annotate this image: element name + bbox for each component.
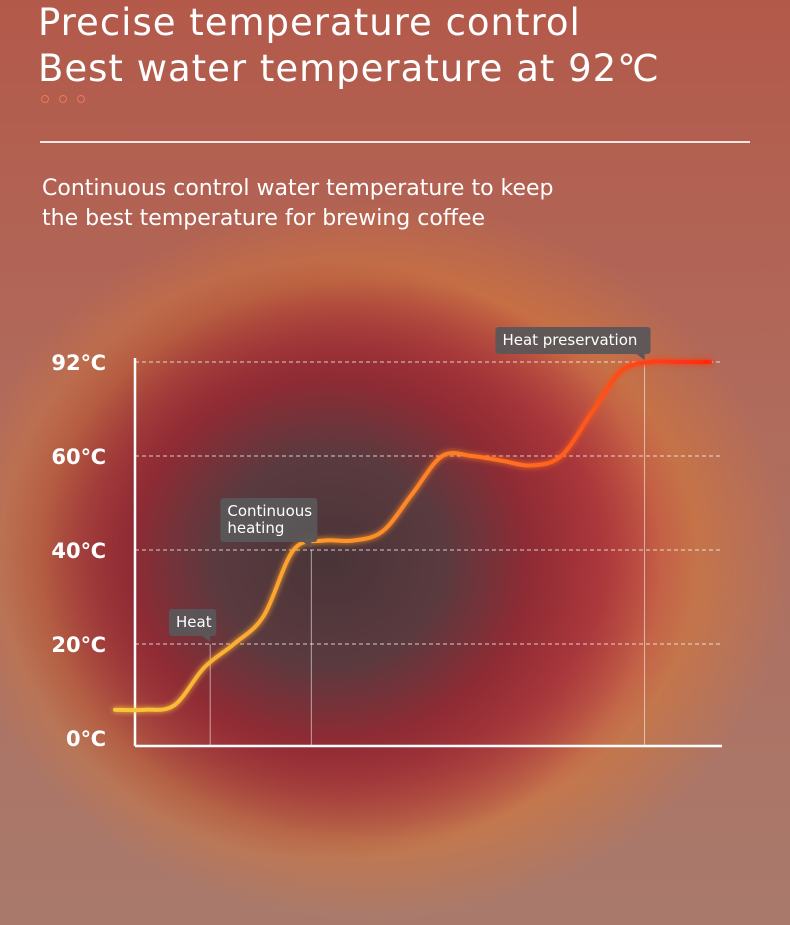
title-line-1: Precise temperature control <box>38 1 581 44</box>
subtitle: Continuous control water temperature to … <box>42 174 554 234</box>
page-title: Precise temperature control Best water t… <box>38 0 660 92</box>
callout-label: Heat preservation <box>502 331 637 349</box>
subtitle-line-1: Continuous control water temperature to … <box>42 176 554 201</box>
y-tick-label: 20℃ <box>51 633 106 657</box>
dot-icon <box>59 95 67 103</box>
callout-badge: Heat preservation <box>495 327 651 360</box>
callout-label: heating <box>227 519 284 537</box>
callout-label: Heat <box>176 613 212 631</box>
dot-icon <box>77 95 85 103</box>
y-tick-label: 0℃ <box>66 727 106 751</box>
dot-icon <box>41 95 49 103</box>
title-line-2: Best water temperature at 92℃ <box>38 47 660 90</box>
decorative-dots <box>41 95 85 103</box>
subtitle-line-2: the best temperature for brewing coffee <box>42 206 486 231</box>
temperature-series-line <box>113 359 712 713</box>
y-tick-label: 60℃ <box>51 445 106 469</box>
guide-lines <box>209 362 646 746</box>
y-tick-labels: 0℃ 20℃ 40℃ 60℃ 92℃ <box>51 351 106 751</box>
divider <box>40 141 750 143</box>
y-tick-label: 92℃ <box>51 351 106 375</box>
callout-badge: Heat <box>169 609 217 642</box>
axes <box>133 358 722 748</box>
callout-label: Continuous <box>227 502 312 520</box>
y-tick-label: 40℃ <box>51 539 106 563</box>
